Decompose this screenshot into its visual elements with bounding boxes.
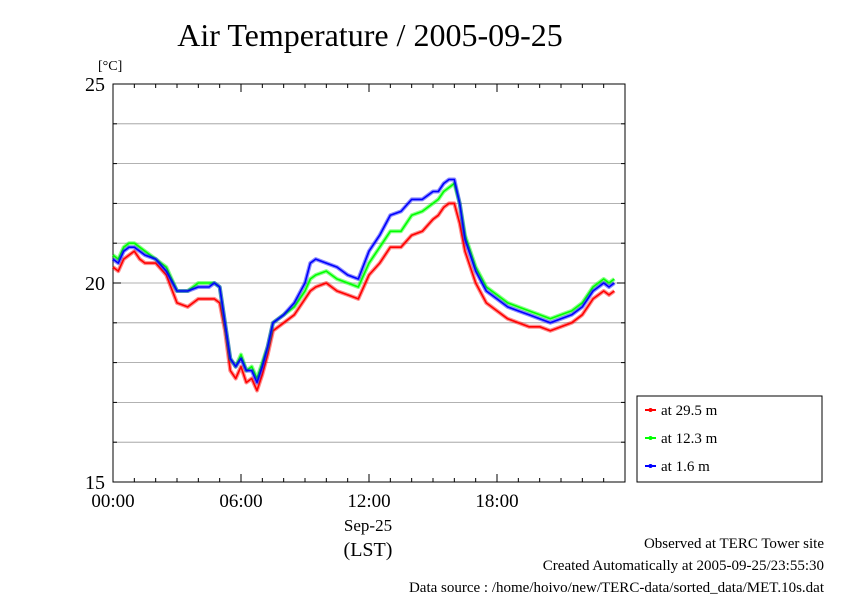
y-axis-unit: [°C] <box>98 59 122 74</box>
legend-marker <box>648 464 653 468</box>
legend: at 29.5 m at 12.3 m at 1.6 m <box>636 395 823 483</box>
x-tick-label: 12:00 <box>347 491 390 512</box>
y-tick-label: 25 <box>85 74 105 96</box>
x-tick-label: 06:00 <box>219 491 262 512</box>
series-halo <box>111 181 616 381</box>
x-tick-label: 00:00 <box>91 491 134 512</box>
series-halo <box>111 177 616 385</box>
y-tick-label: 20 <box>85 273 105 295</box>
series-line <box>112 202 615 392</box>
x-sublabel-date: Sep-25 <box>344 516 392 535</box>
y-tick-label: 15 <box>85 472 105 494</box>
footer-created: Created Automatically at 2005-09-25/23:5… <box>542 558 824 574</box>
legend-label: at 29.5 m <box>661 403 718 419</box>
series-line <box>112 178 615 384</box>
legend-marker <box>648 408 653 412</box>
x-sublabel-lst: (LST) <box>344 539 393 561</box>
grid <box>113 123 625 443</box>
x-tick-label: 18:00 <box>475 491 518 512</box>
legend-marker <box>648 436 653 440</box>
chart-title: Air Temperature / 2005-09-25 <box>177 17 563 53</box>
footer-source: Data source : /home/hoivo/new/TERC-data/… <box>408 580 824 596</box>
legend-label: at 1.6 m <box>661 459 710 475</box>
legend-box <box>636 395 823 483</box>
axis-ticks: 15 20 25 00:00 06:00 12:00 18:00 <box>85 74 626 512</box>
legend-label: at 12.3 m <box>661 431 718 447</box>
footer-observed: Observed at TERC Tower site <box>643 536 824 552</box>
series-lines <box>111 177 616 393</box>
series-line <box>112 182 615 380</box>
